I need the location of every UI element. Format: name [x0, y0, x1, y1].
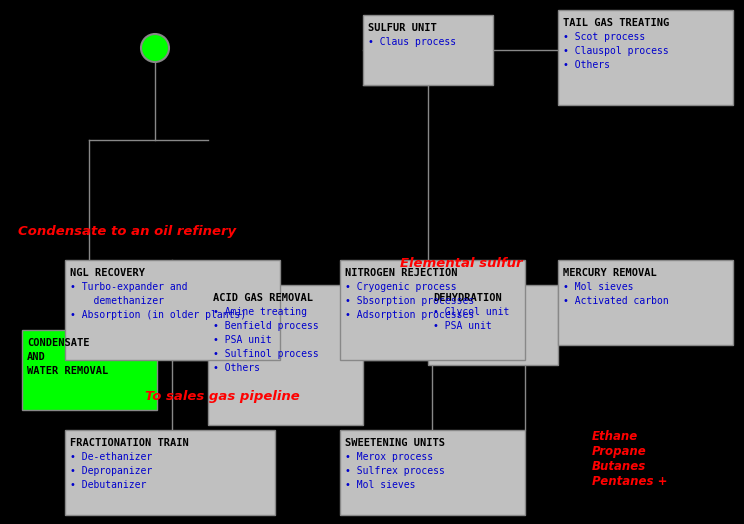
- Text: NGL RECOVERY: NGL RECOVERY: [70, 268, 145, 278]
- Text: Ethane
Propane
Butanes
Pentanes +: Ethane Propane Butanes Pentanes +: [592, 430, 667, 488]
- Text: Condensate to an oil refinery: Condensate to an oil refinery: [18, 225, 236, 238]
- Ellipse shape: [141, 34, 169, 62]
- Bar: [208, 285, 363, 425]
- Text: • Sulfinol process: • Sulfinol process: [213, 349, 318, 359]
- Text: ACID GAS REMOVAL: ACID GAS REMOVAL: [213, 293, 313, 303]
- Bar: [65, 260, 280, 360]
- Bar: [340, 260, 525, 360]
- Text: • Mol sieves: • Mol sieves: [563, 282, 633, 292]
- Text: • Debutanizer: • Debutanizer: [70, 480, 147, 490]
- Text: • Others: • Others: [563, 60, 610, 70]
- Bar: [428, 285, 558, 365]
- Bar: [363, 15, 493, 85]
- Text: • Scot process: • Scot process: [563, 32, 645, 42]
- Text: • De-ethanizer: • De-ethanizer: [70, 452, 153, 462]
- Bar: [558, 260, 733, 345]
- Text: NITROGEN REJECTION: NITROGEN REJECTION: [345, 268, 458, 278]
- Text: • Cryogenic process: • Cryogenic process: [345, 282, 457, 292]
- Text: • Turbo-expander and: • Turbo-expander and: [70, 282, 187, 292]
- Text: • Sbsorption processes: • Sbsorption processes: [345, 296, 474, 306]
- Text: TAIL GAS TREATING: TAIL GAS TREATING: [563, 18, 670, 28]
- Text: • Absorption (in older plants): • Absorption (in older plants): [70, 310, 246, 320]
- Text: • Merox process: • Merox process: [345, 452, 433, 462]
- Text: To sales gas pipeline: To sales gas pipeline: [145, 390, 300, 403]
- Text: • Others: • Others: [213, 363, 260, 373]
- Text: MERCURY REMOVAL: MERCURY REMOVAL: [563, 268, 657, 278]
- Text: AND: AND: [27, 352, 45, 362]
- Text: • Depropanizer: • Depropanizer: [70, 466, 153, 476]
- Text: CONDENSATE: CONDENSATE: [27, 338, 89, 348]
- Text: • Mol sieves: • Mol sieves: [345, 480, 415, 490]
- Bar: [65, 430, 275, 515]
- Bar: [558, 10, 733, 105]
- Text: Elemental sulfur: Elemental sulfur: [400, 257, 522, 270]
- Text: WATER REMOVAL: WATER REMOVAL: [27, 366, 108, 376]
- Bar: [340, 430, 525, 515]
- Text: • Activated carbon: • Activated carbon: [563, 296, 669, 306]
- Text: • PSA unit: • PSA unit: [213, 335, 272, 345]
- Text: • Benfield process: • Benfield process: [213, 321, 318, 331]
- Text: • Amine treating: • Amine treating: [213, 307, 307, 317]
- Text: SULFUR UNIT: SULFUR UNIT: [368, 23, 437, 33]
- Text: DEHYDRATION: DEHYDRATION: [433, 293, 501, 303]
- Text: SWEETENING UNITS: SWEETENING UNITS: [345, 438, 445, 448]
- Text: FRACTIONATION TRAIN: FRACTIONATION TRAIN: [70, 438, 189, 448]
- Text: • Claus process: • Claus process: [368, 37, 456, 47]
- Text: • Adsorption processes: • Adsorption processes: [345, 310, 474, 320]
- Text: • Clauspol process: • Clauspol process: [563, 46, 669, 56]
- Bar: [22, 330, 157, 410]
- Text: • Glycol unit: • Glycol unit: [433, 307, 510, 317]
- Text: demethanizer: demethanizer: [70, 296, 164, 306]
- Text: • Sulfrex process: • Sulfrex process: [345, 466, 445, 476]
- Text: • PSA unit: • PSA unit: [433, 321, 492, 331]
